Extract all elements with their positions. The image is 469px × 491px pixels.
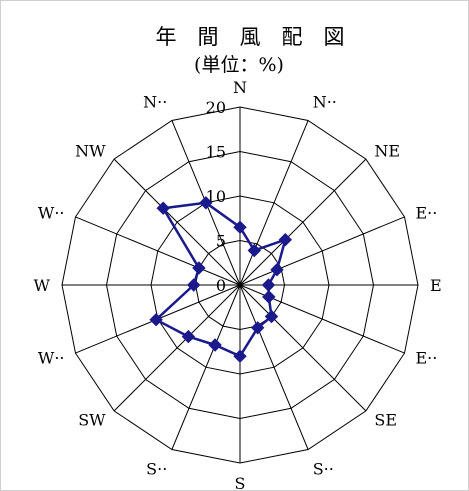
direction-label: S··	[313, 460, 334, 479]
data-point	[181, 329, 196, 344]
data-point	[250, 321, 265, 335]
grid-spoke	[239, 120, 309, 286]
direction-label: S··	[146, 460, 167, 479]
direction-label: E··	[416, 203, 438, 222]
grid-spoke	[75, 216, 241, 286]
grid-spoke	[113, 284, 241, 412]
data-point	[186, 278, 201, 292]
radar-grid	[61, 106, 419, 464]
chart-title: 年 間 風 配 図	[156, 25, 345, 49]
data-point	[233, 220, 247, 234]
grid-spoke	[171, 284, 241, 450]
data-point	[262, 290, 276, 304]
data-point	[156, 201, 170, 215]
direction-label: NE	[374, 142, 400, 161]
grid-spoke	[239, 158, 367, 286]
radial-tick-label: 0	[216, 276, 226, 295]
grid-spoke	[113, 158, 241, 286]
data-point	[264, 309, 279, 324]
series-layer	[149, 196, 293, 363]
grid-spoke	[239, 284, 309, 450]
direction-label: W	[34, 276, 51, 295]
radial-tick-label: 20	[206, 98, 226, 117]
data-point	[192, 261, 206, 275]
direction-label: W··	[38, 349, 65, 368]
direction-label: N··	[313, 93, 337, 112]
chart-subtitle: (単位：%)	[194, 54, 284, 76]
data-point	[261, 278, 276, 292]
radial-tick-label: 15	[206, 143, 226, 162]
direction-label: N	[233, 78, 247, 97]
data-point	[199, 196, 213, 210]
direction-label: W··	[38, 203, 65, 222]
data-point	[149, 312, 163, 327]
direction-label: SW	[78, 410, 106, 429]
data-point	[270, 262, 284, 277]
data-point	[233, 349, 247, 363]
data-point	[247, 243, 262, 258]
direction-label: E	[430, 276, 442, 295]
direction-label: NW	[75, 142, 106, 161]
direction-labels: N N·· NE E·· E E·· SE S·· S S·· SW W·· W W·· NW N··	[34, 78, 442, 490]
direction-label: N··	[143, 93, 167, 112]
data-point	[208, 338, 222, 352]
direction-label: S	[235, 474, 246, 490]
direction-label: SE	[374, 410, 397, 429]
grid-spoke	[239, 216, 405, 286]
grid-spoke	[239, 284, 367, 412]
direction-label: E··	[416, 349, 438, 368]
data-point	[278, 232, 293, 247]
radial-tick-label: 5	[216, 232, 226, 251]
